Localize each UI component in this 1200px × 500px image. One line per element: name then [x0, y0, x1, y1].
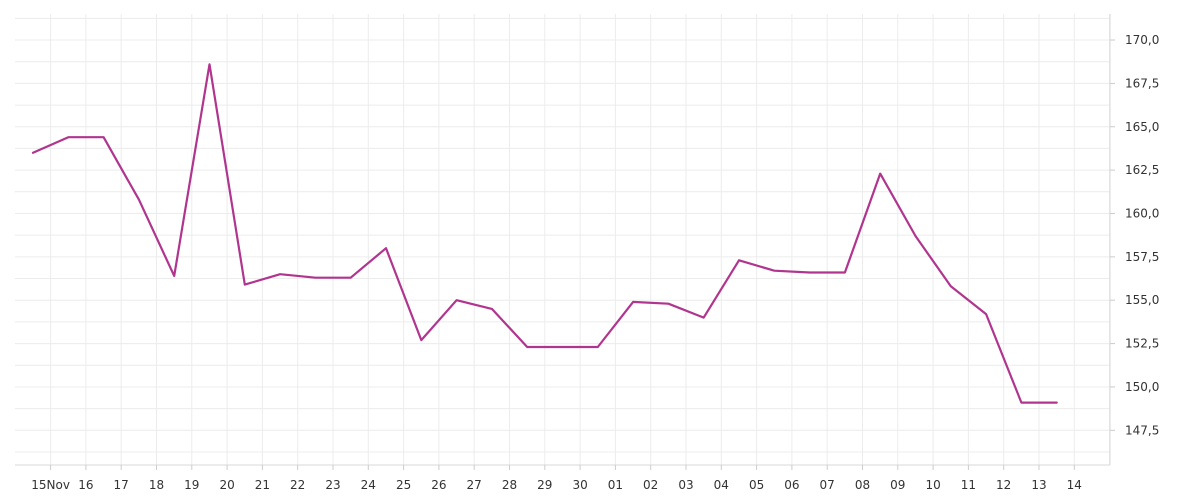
x-tick-label: 04	[714, 478, 729, 492]
x-tick-label: 30	[572, 478, 587, 492]
x-tick-label: 13	[1031, 478, 1046, 492]
x-tick-label: 06	[784, 478, 799, 492]
y-tick-label: 165,0	[1125, 120, 1159, 134]
x-tick-label: 10	[925, 478, 940, 492]
x-tick-label: 11	[961, 478, 976, 492]
y-tick-label: 160,0	[1125, 206, 1159, 220]
y-tick-label: 162,5	[1125, 163, 1159, 177]
series-group	[31, 63, 1058, 404]
x-tick-label: 15Nov	[31, 478, 70, 492]
x-tick-label: 17	[114, 478, 129, 492]
y-tick-label: 155,0	[1125, 293, 1159, 307]
x-tick-label: 03	[678, 478, 693, 492]
x-tick-label: 27	[467, 478, 482, 492]
y-tick-label: 152,5	[1125, 337, 1159, 351]
x-tick-label: 16	[78, 478, 93, 492]
x-tick-label: 01	[608, 478, 623, 492]
x-tick-label: 14	[1067, 478, 1082, 492]
x-tick-label: 02	[643, 478, 658, 492]
y-tick-label: 167,5	[1125, 76, 1159, 90]
x-tick-label: 20	[219, 478, 234, 492]
y-tick-label: 150,0	[1125, 380, 1159, 394]
x-tick-label: 18	[149, 478, 164, 492]
x-tick-label: 28	[502, 478, 517, 492]
x-tick-label: 29	[537, 478, 552, 492]
y-axis-ticks: 170,0 167,5 165,0 162,5 160,0 157,5 155,0 152,5…	[1110, 33, 1159, 437]
x-tick-label: 23	[325, 478, 340, 492]
grid	[15, 14, 1111, 465]
x-tick-label: 09	[890, 478, 905, 492]
x-tick-label: 05	[749, 478, 764, 492]
x-tick-label: 24	[361, 478, 376, 492]
x-tick-label: 25	[396, 478, 411, 492]
axes	[15, 14, 1111, 466]
y-tick-label: 147,5	[1125, 423, 1159, 437]
x-tick-label: 26	[431, 478, 446, 492]
x-tick-label: 12	[996, 478, 1011, 492]
y-tick-label: 157,5	[1125, 250, 1159, 264]
x-tick-label: 21	[255, 478, 270, 492]
x-tick-label: 19	[184, 478, 199, 492]
x-tick-label: 07	[820, 478, 835, 492]
x-tick-label: 08	[855, 478, 870, 492]
x-tick-label: 22	[290, 478, 305, 492]
series-line	[31, 63, 1058, 404]
x-axis-ticks: 15Nov 16 17 18 19 20 21 22 23 24 25 26 27 28 29 30 01 02 0…	[31, 465, 1082, 492]
y-tick-label: 170,0	[1125, 33, 1159, 47]
